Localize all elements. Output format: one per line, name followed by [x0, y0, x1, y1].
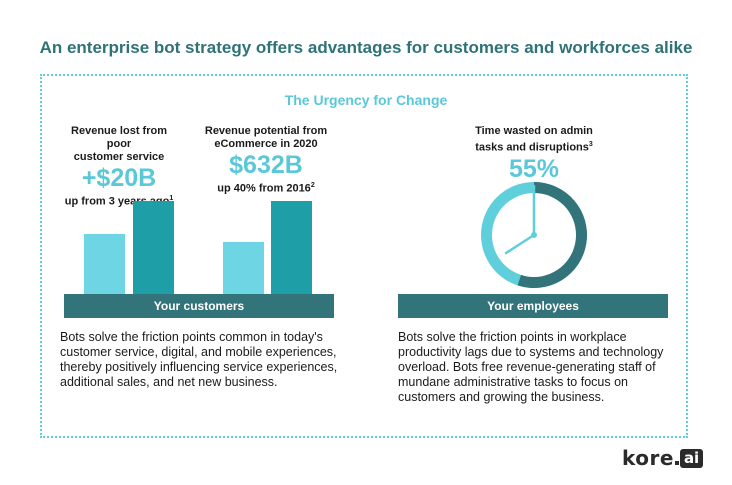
stat-revenue-lost: Revenue lost from poor customer service … — [60, 125, 178, 209]
bar-lost-before — [84, 234, 125, 294]
stat-label-line2-text: tasks and disruptions — [475, 141, 589, 154]
stat-label-line1: Time wasted on admin — [475, 125, 593, 137]
section-subtitle: The Urgency for Change — [284, 92, 448, 108]
stat-note-text: up 40% from 2016 — [217, 182, 311, 195]
stat-time-wasted: Time wasted on admin tasks and disruptio… — [450, 125, 618, 183]
bar-lost-now — [133, 201, 174, 294]
logo-dot — [674, 461, 679, 465]
stat-label-line1: Revenue lost from poor — [71, 125, 167, 150]
logo-word: kore — [622, 446, 674, 470]
clock-hub — [531, 232, 537, 238]
stat-value: $632B — [229, 151, 303, 179]
customers-paragraph: Bots solve the friction points common in… — [60, 330, 338, 389]
stat-value: +$20B — [81, 164, 157, 192]
footnote-marker: 2 — [310, 182, 315, 189]
bar-potential-before — [223, 242, 264, 294]
logo-badge: ai — [679, 448, 704, 468]
time-wasted-pie — [481, 182, 587, 288]
kore-ai-logo: kore ai — [622, 446, 704, 470]
stat-label-line2: customer service — [73, 151, 165, 163]
stat-label-line2: tasks and disruptions3 — [450, 138, 618, 155]
footnote-marker: 3 — [588, 141, 593, 148]
clock-hand-minute — [504, 233, 536, 255]
stat-label-line2: eCommerce in 2020 — [214, 138, 318, 150]
stat-value: 55% — [508, 154, 560, 183]
footnote-marker: 1 — [169, 195, 174, 202]
stat-revenue-potential: Revenue potential from eCommerce in 2020… — [203, 125, 329, 196]
stat-label-line1: Revenue potential from — [204, 125, 328, 137]
bar-potential-now — [271, 201, 312, 294]
employees-paragraph: Bots solve the friction points in workpl… — [398, 330, 664, 404]
content-frame — [40, 74, 688, 438]
band-your-customers: Your customers — [64, 294, 334, 318]
page-headline: An enterprise bot strategy offers advant… — [39, 38, 693, 57]
band-your-employees: Your employees — [398, 294, 668, 318]
stat-note: up 40% from 20162 — [203, 179, 329, 196]
